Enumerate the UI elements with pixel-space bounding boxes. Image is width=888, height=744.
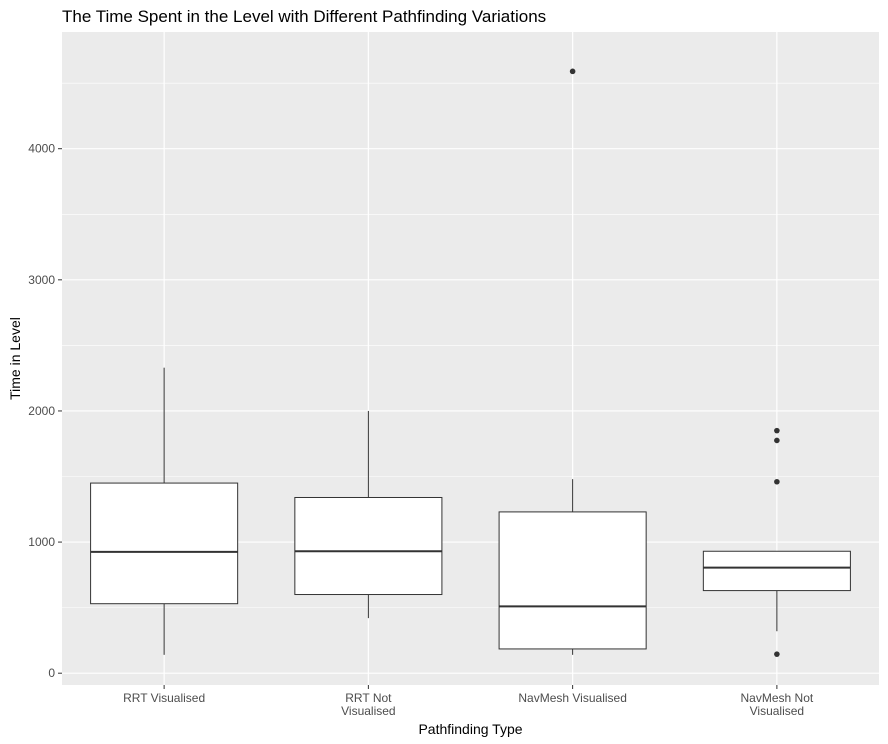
box-0 xyxy=(90,367,239,655)
y-tick-label: 3000 xyxy=(28,273,55,287)
x-tick-label: NavMesh Visualised xyxy=(518,691,627,705)
box-series xyxy=(90,68,851,657)
box-iqr xyxy=(702,550,851,592)
x-tick-label: NavMesh Not Visualised xyxy=(741,691,814,718)
y-axis-title: Time in Level xyxy=(7,317,23,400)
box-iqr xyxy=(498,511,647,650)
x-tick-label: RRT Visualised xyxy=(123,691,205,705)
y-tick-label: 4000 xyxy=(28,142,55,156)
y-tick-label: 0 xyxy=(48,666,55,680)
y-tick-label: 2000 xyxy=(28,404,55,418)
outlier-point xyxy=(569,68,576,75)
box-2 xyxy=(498,68,647,655)
x-tick-label: RRT Not Visualised xyxy=(341,691,395,718)
outlier-point xyxy=(774,427,780,434)
outlier-point xyxy=(774,478,780,485)
outlier-point xyxy=(774,651,780,657)
x-axis-title: Pathfinding Type xyxy=(418,721,522,737)
box-iqr xyxy=(90,482,239,605)
y-tick-label: 1000 xyxy=(28,535,55,549)
outlier-point xyxy=(774,437,780,444)
box-1 xyxy=(294,410,443,619)
y-axis: 0 1000 2000 3000 4000 xyxy=(28,142,62,680)
x-axis: RRT Visualised RRT Not Visualised NavMesh V… xyxy=(123,685,814,718)
box-3 xyxy=(702,427,851,657)
chart-title: The Time Spent in the Level with Differe… xyxy=(62,7,546,26)
box-iqr xyxy=(294,496,443,596)
